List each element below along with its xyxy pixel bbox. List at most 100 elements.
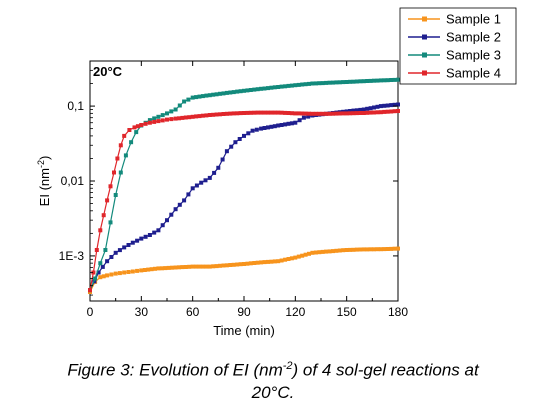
data-point [238, 111, 243, 116]
data-point [286, 257, 291, 261]
data-point [354, 108, 359, 113]
data-point [237, 137, 242, 141]
data-point [231, 90, 236, 95]
data-point [293, 111, 298, 116]
data-point [334, 248, 339, 253]
data-point [197, 114, 202, 119]
data-point [100, 264, 105, 269]
data-point [98, 228, 103, 233]
data-point [300, 82, 305, 87]
data-point [91, 270, 96, 275]
data-point [269, 259, 274, 264]
data-point [252, 110, 257, 115]
data-point [307, 81, 311, 86]
x-tick-label: 60 [186, 305, 200, 319]
data-point [173, 116, 178, 121]
y-axis-label-exp: -2 [36, 160, 46, 168]
data-point [303, 111, 308, 116]
panel-label: 20°C [93, 64, 123, 79]
data-point [224, 149, 229, 154]
data-point [293, 255, 298, 260]
data-point [108, 184, 113, 189]
y-tick-label: 0,01 [61, 174, 85, 188]
data-point [354, 111, 359, 116]
data-point [147, 120, 152, 125]
data-point [392, 102, 397, 107]
data-point [152, 119, 157, 124]
data-point [375, 247, 380, 252]
data-point [221, 91, 226, 96]
data-point [238, 262, 243, 267]
data-point [255, 260, 260, 265]
legend: Sample 1 Sample 2 Sample 3 Sample 4 [399, 7, 517, 85]
data-point [341, 111, 346, 116]
data-point [351, 108, 356, 113]
data-point [266, 86, 270, 91]
data-point [194, 264, 199, 269]
data-point [170, 265, 175, 270]
caption-prefix: Figure 3: Evolution of EI (nm [67, 360, 283, 380]
data-point [190, 186, 195, 191]
data-point [276, 110, 281, 115]
data-point [152, 116, 157, 121]
data-point [266, 125, 270, 130]
data-point [344, 80, 349, 84]
data-point [279, 123, 284, 127]
data-point [207, 175, 212, 180]
data-point [245, 261, 250, 266]
data-point [276, 259, 281, 264]
data-point [224, 111, 229, 116]
data-point [108, 220, 113, 225]
data-point [324, 111, 329, 116]
data-point [220, 157, 225, 162]
data-point [313, 250, 318, 255]
caption-suffix: ) of 4 sol-gel reactions at [292, 360, 479, 380]
data-point [212, 170, 217, 175]
data-point [182, 198, 187, 203]
data-point [358, 247, 363, 252]
data-point [134, 130, 139, 135]
data-point [228, 111, 233, 116]
data-point [351, 79, 356, 84]
data-point [139, 123, 144, 127]
data-point [177, 103, 182, 108]
data-point [109, 255, 114, 259]
data-point [396, 77, 400, 82]
data-point [348, 247, 353, 252]
data-point [235, 111, 240, 116]
data-point [211, 92, 216, 97]
data-point [296, 82, 301, 87]
data-point [301, 115, 306, 120]
data-point [113, 271, 118, 276]
data-point [183, 265, 188, 269]
data-point [382, 78, 387, 83]
data-point [228, 90, 233, 95]
data-point [180, 265, 185, 270]
data-point [348, 109, 353, 113]
data-point [262, 126, 267, 130]
data-point [365, 247, 370, 252]
data-point [276, 123, 281, 128]
data-point [101, 213, 106, 218]
data-point [361, 79, 366, 84]
data-point [378, 110, 383, 115]
data-point [392, 77, 397, 82]
data-point [272, 259, 277, 264]
data-point [283, 84, 288, 89]
data-point [224, 90, 229, 95]
data-point [200, 264, 205, 269]
data-point [392, 109, 397, 114]
data-point [368, 106, 373, 111]
data-point [365, 110, 370, 115]
data-point [105, 198, 110, 203]
data-point [378, 104, 383, 109]
data-point [130, 240, 135, 245]
data-point [259, 110, 264, 115]
data-point [186, 97, 191, 102]
data-point [375, 104, 380, 109]
data-point [320, 111, 325, 116]
data-point [177, 265, 181, 270]
data-point [300, 253, 305, 258]
data-point [229, 144, 234, 149]
data-point [248, 110, 253, 115]
